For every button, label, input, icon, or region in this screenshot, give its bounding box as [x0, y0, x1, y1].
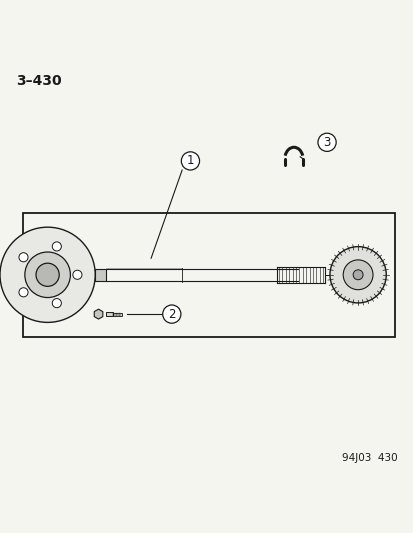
Text: 94J03  430: 94J03 430 — [341, 453, 396, 463]
Polygon shape — [94, 309, 102, 319]
Text: 3: 3 — [323, 136, 330, 149]
Bar — [23, 213, 394, 337]
Circle shape — [19, 253, 28, 262]
Text: 3–430: 3–430 — [17, 74, 62, 88]
Bar — [95, 269, 105, 281]
Bar — [106, 312, 112, 316]
Text: 1: 1 — [186, 155, 194, 167]
Circle shape — [25, 252, 70, 297]
Circle shape — [162, 305, 180, 323]
Bar — [112, 313, 121, 316]
Circle shape — [352, 270, 362, 280]
Circle shape — [181, 152, 199, 170]
Circle shape — [36, 263, 59, 286]
Circle shape — [317, 133, 335, 151]
Circle shape — [0, 227, 95, 322]
Circle shape — [19, 288, 28, 297]
Text: 2: 2 — [168, 308, 175, 321]
Circle shape — [73, 270, 82, 279]
Circle shape — [329, 247, 385, 303]
Circle shape — [52, 298, 61, 308]
Circle shape — [342, 260, 372, 289]
Circle shape — [52, 242, 61, 251]
